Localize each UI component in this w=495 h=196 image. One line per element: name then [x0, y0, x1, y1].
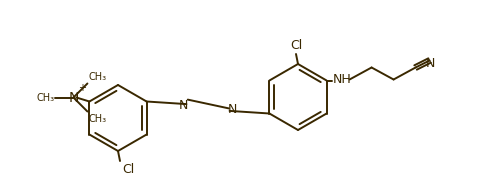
Text: N: N — [228, 103, 237, 116]
Text: CH₃: CH₃ — [36, 93, 54, 103]
Text: Cl: Cl — [290, 39, 302, 52]
Text: NH: NH — [333, 73, 351, 86]
Text: CH₃: CH₃ — [89, 113, 106, 123]
Text: +: + — [78, 83, 87, 93]
Text: Cl: Cl — [122, 163, 134, 176]
Text: N: N — [426, 57, 435, 70]
Text: N: N — [68, 91, 79, 104]
Text: N: N — [179, 99, 188, 112]
Text: CH₃: CH₃ — [89, 72, 106, 82]
